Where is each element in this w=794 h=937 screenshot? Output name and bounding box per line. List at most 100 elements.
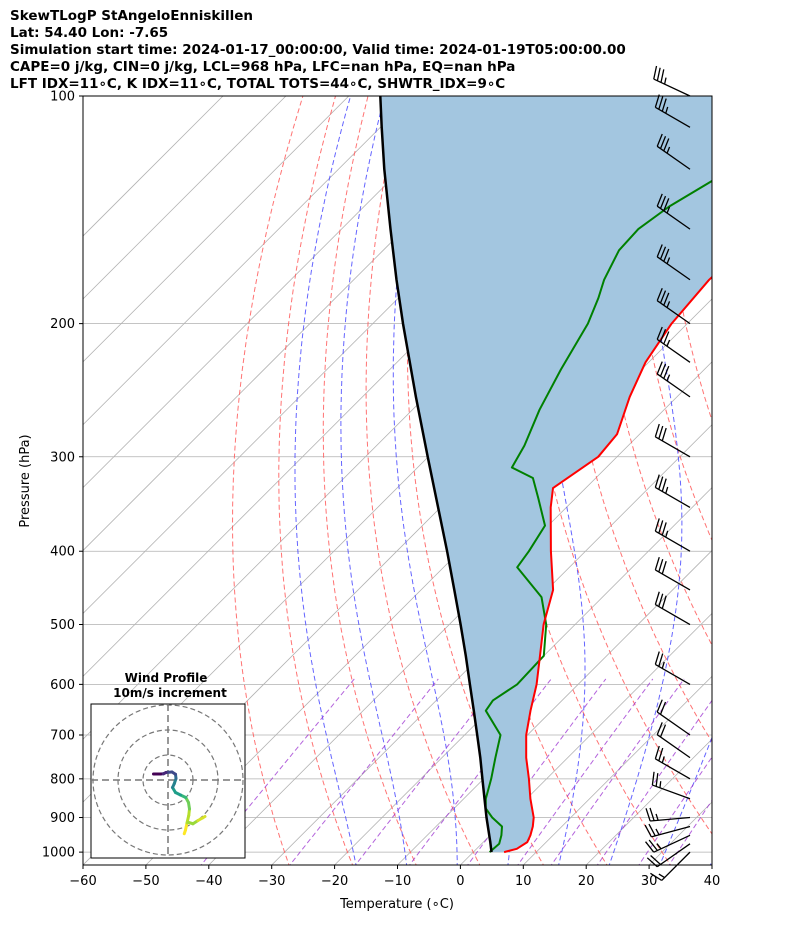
isotherm-line [83,96,350,363]
y-axis-label: Pressure (hPa) [18,434,33,527]
wind-barb-flag [650,872,663,881]
wind-barb [654,423,691,458]
dry-adiabat [660,96,712,422]
hodograph-branch [201,815,207,820]
temperature-line [503,275,712,854]
wind-barb [645,834,691,853]
wind-barb [654,745,691,780]
wind-barb-staff [656,711,691,736]
wind-barb-flag [666,146,671,154]
wind-barb [654,591,691,626]
wind-barb-staff [656,338,691,363]
wind-barb-flag [661,427,667,441]
wind-barb [654,556,691,591]
wind-barb-flag [659,701,667,715]
wind-barb-flag [645,808,651,822]
wind-barb-flag [665,486,669,494]
wind-barb-staff [655,436,691,458]
wind-barb-flag [663,138,670,152]
wind-barb-flag [658,96,664,110]
y-tick-label: 300 [50,450,75,465]
wind-barb-staff [661,851,691,881]
wind-barb-flag [654,518,660,532]
wind-barb-flag [656,361,663,375]
wind-barb-staff [655,603,691,626]
wind-barb-flag [654,651,660,665]
x-tick-label: 40 [704,874,721,889]
wind-barb-flag [654,591,660,605]
wind-barb-flag [666,339,671,347]
wind-barb-flag [648,823,656,837]
wind-barb-flag [660,69,665,83]
y-tick-label: 1000 [42,846,75,861]
wind-barb-flag [665,106,669,114]
wind-barb-flag [655,813,659,821]
wind-barb-flag [658,593,664,607]
wind-barb-flag [656,244,663,258]
wind-barb-flag [663,292,670,306]
wind-barb-flag [656,67,661,81]
mixing-ratio-line [668,799,712,865]
wind-barb-flag [663,248,670,262]
wind-barb [656,722,691,759]
wind-barb-flag [666,301,671,308]
wind-barb-flag [661,756,665,764]
wind-barb-flag [658,653,664,667]
wind-barb [646,843,691,868]
x-tick-label: −40 [195,874,222,889]
moist-adiabat [709,860,712,865]
wind-barb-staff [653,834,691,853]
parcel-line [379,96,493,853]
x-tick-label: 0 [456,874,464,889]
wind-barb-flag [654,745,660,760]
wind-barb [654,651,691,685]
wind-barb-staff [656,256,691,281]
isotherm-line [83,96,224,237]
wind-barbs [644,65,691,881]
wind-barb [656,244,691,281]
wind-barb-flag [645,841,655,853]
moist-adiabat [392,96,458,865]
wind-barb-staff [656,734,691,759]
wind-barb [654,94,691,128]
mixing-ratio-line [550,678,685,865]
wind-barb-flag [658,476,664,490]
moist-adiabat [536,96,586,865]
x-tick-label: −50 [132,874,159,889]
wind-barb [645,807,691,822]
mixing-ratio-line [289,678,439,865]
wind-barb-flag [649,807,655,821]
wind-barb-staff [656,205,691,230]
dry-adiabat [365,96,481,865]
mixing-ratio-line [638,756,712,865]
wind-barb-flag [661,661,665,669]
wind-barb-staff [656,373,691,398]
wind-barb-flag [651,771,655,786]
wind-barb-flag [659,290,667,304]
wind-barb-flag [656,133,663,147]
wind-barb-staff [652,784,691,800]
wind-barb-flag [661,560,667,575]
wind-barb-flag [661,478,667,492]
wind-barb [656,361,691,398]
wind-barb-flag [656,722,663,735]
y-tick-label: 900 [50,811,75,826]
wind-barb-flag [654,556,660,571]
wind-barb-flag [656,193,663,207]
wind-barb [654,474,691,508]
x-tick-label: −60 [69,874,96,889]
x-tick-label: 30 [641,874,658,889]
title-line-times: Simulation start time: 2024-01-17_00:00:… [10,42,626,58]
wind-barb-flag [658,747,664,762]
isotherm-line [334,487,712,865]
x-tick-label: 20 [578,874,595,889]
wind-barb-flag [650,855,661,865]
wind-barb-flag [661,522,667,536]
wind-barb-flag [659,329,667,342]
y-tick-label: 100 [50,90,75,105]
mixing-ratio-line [596,699,712,865]
title-line-cape: CAPE=0 j/kg, CIN=0 j/kg, LCL=968 hPa, LF… [10,59,516,75]
wind-barb-staff [655,569,691,591]
wind-barb [656,699,691,736]
wind-barb-flag [661,595,667,609]
